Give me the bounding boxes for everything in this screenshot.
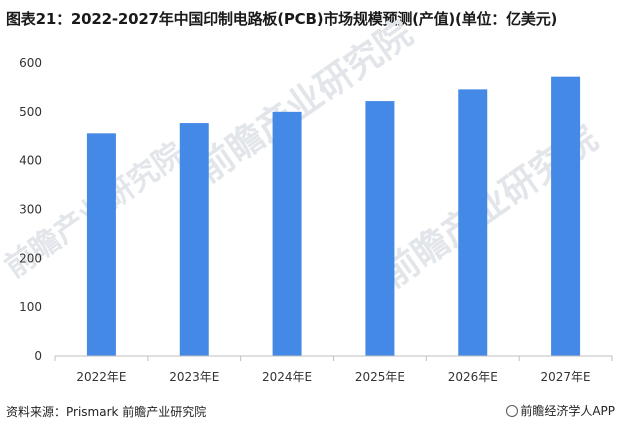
bar [179,123,209,356]
bar [551,76,581,356]
y-tick-label: 200 [19,251,42,265]
brand-credit: 前瞻经济学人APP [506,402,615,419]
y-tick-label: 400 [19,154,42,168]
y-tick-label: 0 [34,349,42,363]
x-tick-label: 2027年E [541,370,591,384]
x-tick-label: 2023年E [169,370,219,384]
bar [86,133,116,356]
bar [365,101,395,356]
brand-logo-icon [506,405,519,417]
y-tick-label: 100 [19,300,42,314]
y-tick-label: 500 [19,105,42,119]
bar [272,111,302,356]
y-tick-label: 300 [19,203,42,217]
y-tick-label: 600 [19,56,42,70]
x-tick-label: 2022年E [76,370,126,384]
source-note: 资料来源：Prismark 前瞻产业研究院 [6,405,207,419]
brand-name: 前瞻经济学人APP [520,404,615,418]
chart-title: 图表21：2022-2027年中国印制电路板(PCB)市场规模预测(产值)(单位… [6,10,558,28]
x-tick-label: 2024年E [262,370,312,384]
bar [458,89,488,357]
x-tick-label: 2025年E [355,370,405,384]
x-tick-label: 2026年E [448,370,498,384]
